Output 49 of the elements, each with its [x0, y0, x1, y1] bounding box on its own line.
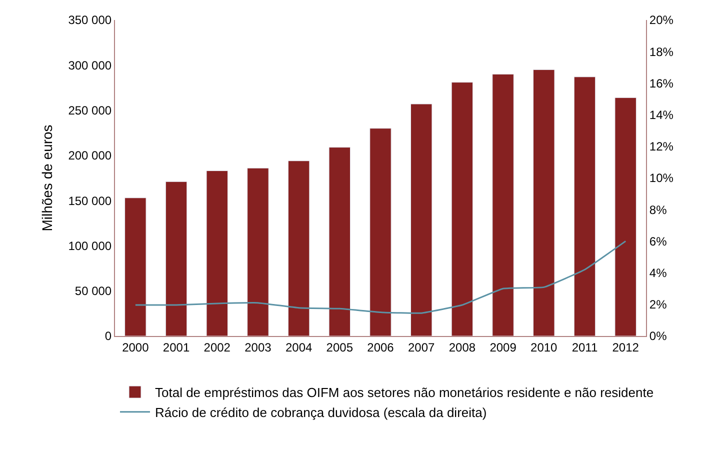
x-tick-label: 2007: [408, 340, 436, 354]
y-tick-label: 200 000: [68, 148, 112, 163]
y2-tick-label: 8%: [649, 202, 668, 217]
x-tick-label: 2006: [367, 340, 394, 354]
line-series: [134, 240, 626, 314]
x-tick-label: 2002: [204, 340, 231, 354]
y2-tick-label: 16%: [649, 76, 674, 90]
bar: [124, 198, 146, 336]
bar: [206, 170, 228, 336]
legend-label: Rácio de crédito de cobrança duvidosa (escala da direita): [155, 405, 487, 420]
y-tick-label: 350 000: [68, 13, 112, 28]
bar: [533, 69, 555, 336]
bar: [410, 104, 432, 336]
y-tick-label: 250 000: [68, 103, 112, 118]
x-tick-label: 2000: [122, 340, 150, 354]
bar: [247, 168, 269, 336]
y-tick-label: 50 000: [74, 284, 112, 298]
x-tick-label: 2010: [530, 340, 558, 354]
x-tick-label: 2009: [490, 340, 517, 354]
y2-tick-label: 14%: [649, 108, 674, 122]
y2-tick-label: 6%: [649, 234, 668, 248]
bar: [574, 76, 596, 336]
x-tick-label: 2004: [285, 340, 312, 354]
x-tick-label: 2001: [162, 340, 190, 354]
y-tick-label: 300 000: [68, 58, 112, 72]
y2-tick-label: 0%: [649, 329, 668, 344]
y2-tick-label: 12%: [649, 140, 674, 154]
bar: [451, 82, 474, 336]
y-axis-title: Milhões de euros: [38, 124, 55, 232]
x-tick-label: 2003: [244, 340, 272, 354]
bar: [328, 147, 351, 336]
x-tick-label: 2012: [612, 340, 640, 354]
bar: [614, 97, 636, 336]
y-tick-label: 150 000: [68, 194, 112, 208]
y2-tick-label: 4%: [649, 266, 668, 280]
bar: [370, 128, 392, 336]
y2-tick-label: 20%: [649, 13, 674, 28]
y2-tick-label: 2%: [649, 298, 668, 312]
y-tick-label: 100 000: [68, 238, 112, 253]
bar: [288, 160, 310, 336]
x-tick-label: 2011: [572, 340, 598, 354]
x-tick-label: 2005: [326, 340, 354, 354]
y-tick-label: 0: [104, 329, 112, 344]
x-tick-label: 2008: [448, 340, 476, 354]
bar: [492, 74, 514, 336]
y2-tick-label: 10%: [649, 171, 674, 186]
legend-label: Total de empréstimos das OIFM aos setores não monetários residente e não residente: [155, 385, 654, 400]
y2-tick-label: 18%: [649, 44, 674, 59]
bar: [165, 181, 188, 336]
